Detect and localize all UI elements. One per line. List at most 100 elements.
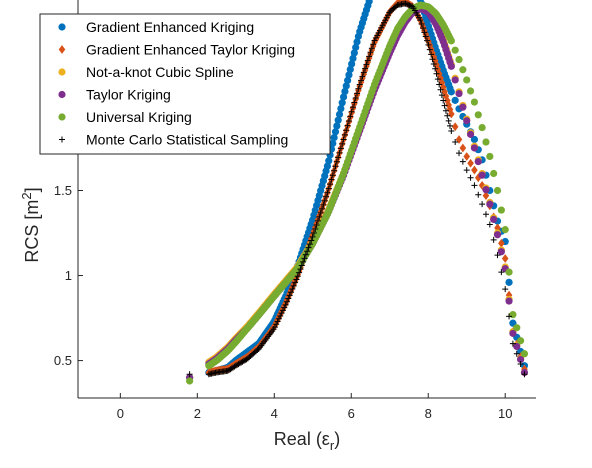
data-point	[290, 282, 297, 289]
data-point	[372, 34, 379, 41]
data-point	[455, 55, 463, 64]
data-point	[452, 139, 459, 146]
data-point	[444, 112, 451, 119]
x-tick-label: 8	[425, 406, 432, 421]
data-point	[463, 167, 470, 174]
data-point	[370, 41, 377, 48]
data-point	[430, 60, 437, 67]
data-point	[330, 133, 338, 142]
legend-label: Gradient Enhanced Kriging	[86, 19, 254, 35]
data-point	[379, 22, 386, 29]
data-point	[478, 123, 486, 132]
data-point	[344, 76, 352, 85]
legend-marker	[58, 23, 66, 31]
data-point	[402, 0, 409, 7]
data-point	[333, 158, 340, 165]
data-point	[393, 3, 400, 10]
data-point	[367, 49, 374, 56]
data-point	[348, 108, 355, 115]
legend-label: Universal Kriging	[86, 109, 192, 125]
data-point	[490, 215, 498, 224]
data-point	[421, 29, 428, 36]
data-point	[321, 197, 328, 204]
data-point	[309, 233, 316, 240]
data-point	[378, 24, 385, 31]
data-point	[323, 193, 330, 200]
data-point	[459, 103, 467, 111]
legend-marker	[58, 90, 66, 99]
x-axis-label: Real (εr)	[274, 429, 340, 453]
data-point	[293, 276, 300, 283]
data-point	[475, 191, 482, 198]
data-point	[312, 225, 319, 232]
data-point	[331, 128, 340, 136]
data-point	[470, 135, 479, 144]
series-5	[186, 0, 528, 378]
data-point	[482, 211, 489, 218]
data-point	[474, 173, 482, 183]
legend-box	[39, 13, 331, 155]
data-point	[417, 17, 424, 24]
data-point	[325, 185, 332, 192]
data-point	[486, 221, 493, 228]
data-point	[358, 77, 365, 84]
data-point	[365, 0, 373, 5]
legend-label: Taylor Kriging	[86, 87, 171, 103]
data-point	[374, 32, 381, 39]
data-point	[334, 116, 342, 124]
x-axis-label-close: )	[334, 429, 340, 449]
data-point	[368, 0, 373, 1]
data-point	[298, 262, 305, 269]
data-point	[359, 73, 366, 80]
data-point	[448, 127, 455, 134]
data-point	[342, 82, 350, 90]
data-point	[442, 91, 450, 101]
data-point	[509, 329, 517, 337]
data-point	[288, 289, 295, 296]
data-point	[438, 92, 445, 99]
data-point	[506, 313, 513, 320]
data-point	[422, 33, 429, 40]
data-point	[349, 104, 356, 111]
data-point	[478, 180, 486, 190]
data-point	[445, 117, 452, 124]
data-point	[360, 69, 367, 76]
data-point	[517, 337, 525, 345]
data-point	[354, 90, 361, 97]
data-point	[429, 56, 436, 63]
legend-label: Not-a-knot Cubic Spline	[86, 64, 234, 80]
data-point	[331, 167, 338, 174]
data-point	[513, 342, 521, 351]
data-point	[279, 307, 286, 314]
y-tick-label: 1.5	[54, 183, 72, 198]
data-point	[319, 205, 326, 212]
data-point	[466, 130, 475, 138]
axis-labels: Real (εr) RCS [m2]	[19, 187, 340, 453]
data-point	[363, 61, 370, 68]
x-tick-label: 2	[194, 406, 201, 421]
data-point	[486, 200, 494, 208]
data-point	[368, 45, 375, 52]
data-point	[339, 93, 348, 101]
data-point	[521, 371, 528, 378]
data-point	[335, 110, 344, 118]
data-point	[463, 117, 471, 125]
data-point	[505, 268, 513, 276]
data-point	[350, 49, 358, 57]
data-point	[385, 12, 392, 19]
data-point	[337, 104, 345, 113]
data-point	[352, 94, 359, 101]
data-point	[362, 65, 369, 72]
data-point	[277, 312, 284, 319]
data-point	[434, 76, 441, 83]
data-point	[463, 76, 471, 84]
data-point	[455, 89, 463, 98]
data-point	[466, 87, 475, 95]
data-point	[341, 87, 349, 96]
data-point	[433, 70, 440, 77]
y-axis-label-close: ]	[22, 187, 42, 192]
data-point	[451, 122, 459, 132]
data-point	[471, 182, 478, 189]
data-point	[345, 118, 352, 125]
